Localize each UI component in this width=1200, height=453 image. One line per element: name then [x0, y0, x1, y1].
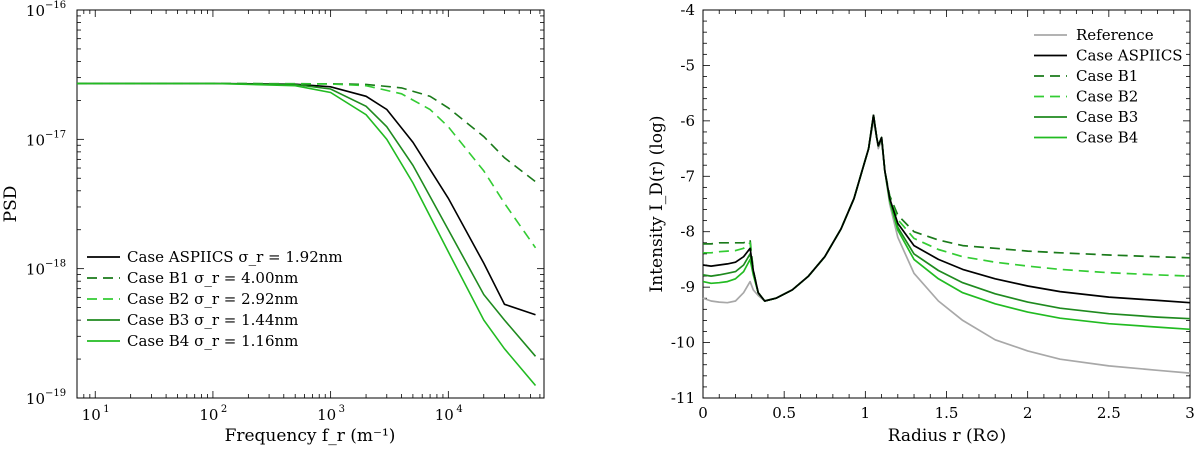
x-tick-label-exponent: 3	[339, 404, 345, 415]
intensity-series-lines	[702, 114, 1191, 374]
x-tick-label: 10	[317, 406, 336, 424]
x-tick-label-exponent: 1	[103, 404, 109, 415]
y-tick-label-exponent: −17	[45, 129, 66, 140]
y-tick-label-exponent: −16	[45, 0, 66, 11]
y-tick-label: -10	[671, 334, 695, 352]
x-tick-label: 10	[435, 406, 454, 424]
x-tick-label: 10	[199, 406, 218, 424]
y-tick-label-exponent: −18	[45, 259, 66, 270]
x-tick-label: 2.5	[1097, 404, 1121, 422]
x-tick-label-exponent: 2	[221, 404, 227, 415]
series-line-case-b4-r-1-16nm	[77, 82, 537, 387]
psd-legend: Case ASPIICS σ_r = 1.92nm Case B1 σ_r = 4…	[87, 248, 343, 350]
intensity-chart: 0 0.5 1 1.5 2 2.5 3 -11 -10 -9 -8 -7 -6 -5 -4 Radius r…	[647, 1, 1195, 446]
y-tick-label: 10	[26, 2, 45, 20]
psd-series-lines	[77, 82, 537, 387]
psd-x-axis-label: Frequency f_r (m⁻¹)	[225, 426, 396, 446]
psd-plot-frame	[76, 9, 545, 399]
y-tick-label: -7	[680, 167, 695, 185]
psd-ticks	[76, 10, 544, 399]
legend-label: Reference	[1076, 26, 1154, 44]
legend-label: Case ASPIICS	[1076, 47, 1183, 65]
legend-label: Case ASPIICS σ_r = 1.92nm	[127, 248, 343, 266]
x-tick-label: 2	[1023, 404, 1033, 422]
y-tick-label: -8	[680, 223, 695, 241]
series-line-case-b2-r-2-92nm	[77, 82, 537, 249]
y-tick-label: 10	[26, 390, 45, 408]
legend-label: Case B4 σ_r = 1.16nm	[127, 332, 298, 350]
y-tick-label-exponent: −19	[45, 388, 66, 399]
legend-label: Case B1 σ_r = 4.00nm	[127, 269, 298, 287]
x-tick-label: 0	[698, 404, 708, 422]
y-tick-label: -4	[680, 1, 695, 19]
legend-label: Case B2 σ_r = 2.92nm	[127, 290, 298, 308]
legend-label: Case B3 σ_r = 1.44nm	[127, 311, 298, 329]
y-tick-label: -9	[680, 278, 695, 296]
intensity-y-axis-label: Intensity I_D(r) (log)	[647, 116, 667, 293]
series-line-case-b1-r-4-00nm	[77, 82, 536, 183]
y-tick-label: -5	[680, 56, 695, 74]
y-tick-label: 10	[26, 261, 45, 279]
series-line-case-aspiics	[702, 114, 1191, 304]
intensity-legend: Reference Case ASPIICS Case B1 Case B2 Case …	[1034, 26, 1183, 147]
x-tick-label: 0.5	[772, 404, 796, 422]
legend-label: Case B2	[1076, 88, 1138, 106]
series-line-reference	[702, 120, 1191, 374]
legend-label: Case B4	[1076, 129, 1138, 147]
x-tick-label: 3	[1185, 404, 1195, 422]
y-tick-label: -11	[671, 389, 695, 407]
intensity-tick-labels: 0 0.5 1 1.5 2 2.5 3 -11 -10 -9 -8 -7 -6 -5 -4	[671, 1, 1195, 422]
y-tick-label: 10	[26, 131, 45, 149]
intensity-x-axis-label: Radius r (R⊙)	[888, 426, 1007, 446]
x-tick-label-exponent: 4	[456, 404, 462, 415]
psd-y-axis-label: PSD	[1, 186, 21, 223]
y-tick-label: -6	[680, 112, 695, 130]
x-tick-label: 1	[861, 404, 871, 422]
x-tick-label: 1.5	[935, 404, 959, 422]
legend-label: Case B3	[1076, 108, 1138, 126]
legend-label: Case B1	[1076, 67, 1138, 85]
x-tick-label: 10	[82, 406, 101, 424]
